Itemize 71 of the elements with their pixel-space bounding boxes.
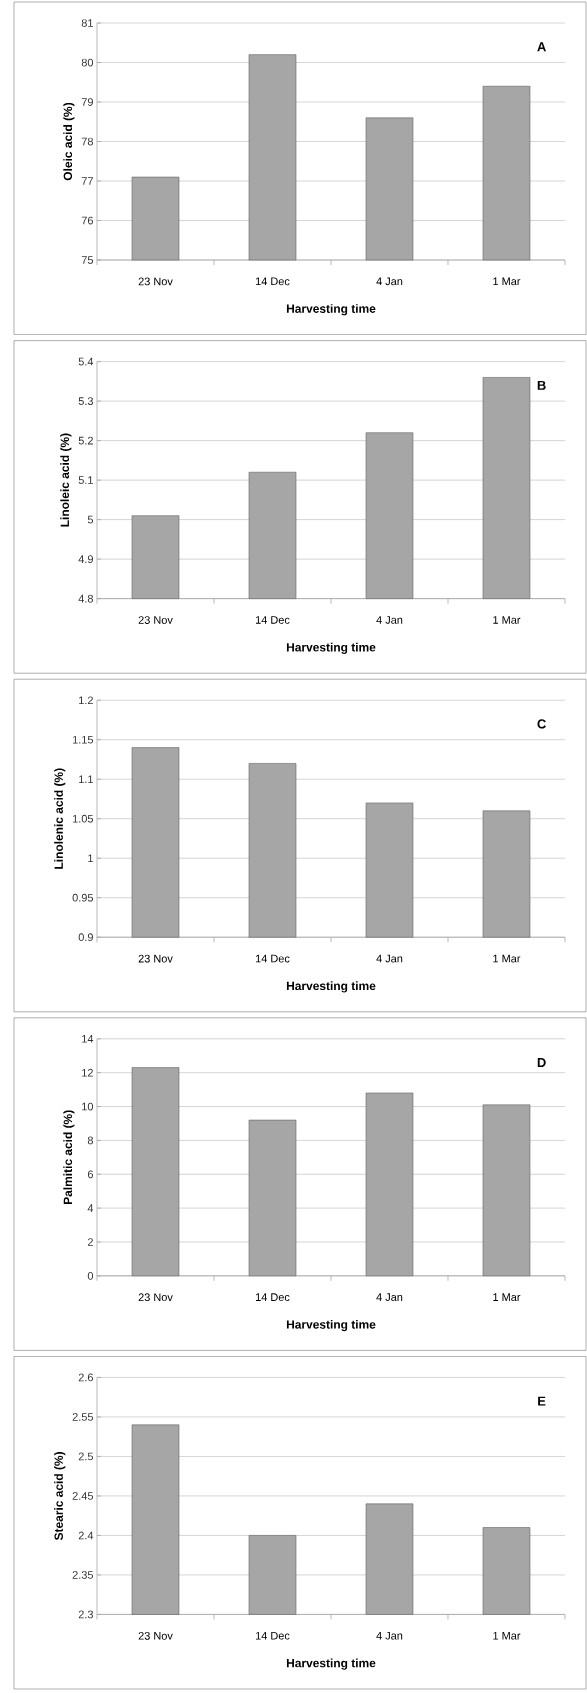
- y-tick-label: 2.5: [78, 1452, 94, 1461]
- y-tick-label: 4: [87, 1204, 94, 1212]
- x-tick-label: 23 Nov: [138, 1293, 173, 1302]
- x-axis-title: Harvesting time: [286, 981, 376, 993]
- y-tick-label: 1.15: [72, 735, 94, 744]
- y-axis-title: Stearic acid (%): [54, 1452, 66, 1541]
- y-tick-label: 78: [81, 137, 93, 146]
- x-tick-label: 1 Mar: [493, 616, 521, 624]
- y-tick-label: 1.05: [72, 814, 94, 823]
- y-tick-label: 0: [87, 1271, 94, 1280]
- x-tick-label: 4 Jan: [376, 1631, 403, 1640]
- annotation: B: [537, 380, 546, 390]
- y-tick-label: 2.3: [78, 1610, 93, 1619]
- x-tick-label: 1 Mar: [493, 277, 521, 286]
- x-tick-label: 23 Nov: [138, 616, 173, 624]
- y-tick-label: 6: [87, 1170, 93, 1179]
- x-tick-label: 23 Nov: [138, 954, 173, 963]
- y-tick-label: 2.35: [72, 1571, 94, 1579]
- y-tick-label: 12: [82, 1068, 93, 1077]
- y-tick-label: 2.45: [72, 1492, 94, 1500]
- y-tick-label: 2.4: [78, 1531, 94, 1540]
- y-tick-label: 4.9: [78, 555, 93, 563]
- y-tick-label: 76: [81, 216, 93, 225]
- y-tick-label: 77: [81, 177, 93, 185]
- annotation: D: [537, 1058, 546, 1067]
- y-tick-label: 1.2: [79, 696, 93, 705]
- x-tick-label: 23 Nov: [138, 1631, 173, 1640]
- x-tick-label: 14 Dec: [255, 954, 290, 963]
- y-tick-label: 1: [88, 854, 93, 862]
- x-axis-title: Harvesting time: [286, 1319, 376, 1332]
- y-tick-label: 75: [81, 256, 94, 264]
- y-tick-label: 0.95: [72, 893, 94, 902]
- x-tick-label: 4 Jan: [376, 1293, 403, 1301]
- y-axis-title: Palmitic acid (%): [63, 1110, 75, 1205]
- x-tick-label: 1 Mar: [493, 954, 521, 963]
- y-tick-label: 0.9: [78, 933, 93, 942]
- y-tick-label: 5: [87, 515, 94, 524]
- x-axis-title: Harvesting time: [286, 642, 376, 654]
- x-tick-label: 4 Jan: [376, 954, 403, 963]
- x-tick-label: 14 Dec: [255, 277, 290, 286]
- y-tick-label: 5.1: [78, 476, 93, 484]
- y-tick-label: 5.2: [78, 436, 93, 445]
- y-tick-label: 5.4: [78, 357, 94, 366]
- x-tick-label: 14 Dec: [255, 1293, 290, 1301]
- y-axis-title: Linolenic acid (%): [54, 768, 66, 869]
- y-tick-label: 2: [87, 1238, 93, 1246]
- x-tick-label: 4 Jan: [376, 616, 403, 624]
- y-tick-label: 8: [87, 1136, 93, 1145]
- y-tick-label: 2.55: [72, 1413, 94, 1421]
- y-tick-label: 2.6: [78, 1373, 93, 1382]
- x-tick-label: 4 Jan: [376, 277, 403, 286]
- y-tick-label: 14: [82, 1035, 94, 1043]
- y-tick-label: 81: [81, 19, 93, 27]
- x-axis-title: Harvesting time: [286, 304, 376, 316]
- annotation: E: [538, 1396, 546, 1406]
- x-axis-title: Harvesting time: [286, 1658, 376, 1670]
- x-tick-label: 14 Dec: [255, 616, 290, 624]
- y-tick-label: 80: [81, 58, 94, 67]
- x-tick-label: 23 Nov: [138, 277, 173, 286]
- y-tick-label: 10: [82, 1102, 94, 1111]
- y-tick-label: 5.3: [78, 397, 93, 406]
- y-tick-label: 1.1: [79, 775, 93, 783]
- y-tick-label: 4.8: [78, 594, 93, 603]
- y-axis-title: Linoleic acid (%): [60, 433, 72, 527]
- y-axis-title: Oleic acid (%): [63, 102, 75, 181]
- x-tick-label: 14 Dec: [255, 1631, 290, 1640]
- annotation: A: [537, 42, 546, 52]
- x-tick-label: 1 Mar: [493, 1293, 521, 1301]
- y-tick-label: 79: [81, 98, 93, 106]
- x-tick-label: 1 Mar: [493, 1631, 521, 1640]
- annotation: C: [537, 719, 546, 729]
